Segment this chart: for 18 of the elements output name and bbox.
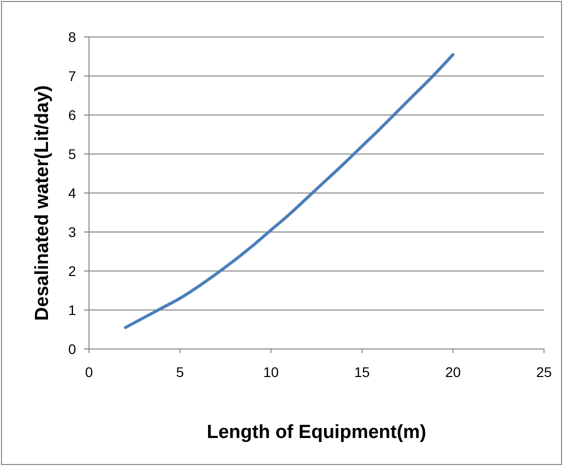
x-axis-title: Length of Equipment(m)	[206, 422, 426, 443]
y-tick-label: 8	[68, 29, 76, 45]
y-tick-label: 7	[68, 68, 76, 84]
x-tick-label: 15	[354, 364, 370, 380]
y-tick-label: 5	[68, 146, 76, 162]
x-tick-label: 25	[536, 364, 552, 380]
y-tick-label: 4	[68, 185, 76, 201]
y-tick-label: 3	[68, 224, 76, 240]
line-series	[124, 53, 454, 330]
x-tick-label: 20	[445, 364, 461, 380]
y-tick-label: 1	[68, 302, 76, 318]
y-tick-label: 0	[68, 341, 76, 357]
x-tick-label: 10	[263, 364, 279, 380]
y-tick-label: 2	[68, 263, 76, 279]
x-tick-label: 0	[85, 364, 94, 380]
y-axis-title: Desalinated water(Lit/day)	[32, 85, 53, 321]
x-tick-label: 5	[176, 364, 184, 380]
y-tick-label: 6	[68, 107, 76, 123]
